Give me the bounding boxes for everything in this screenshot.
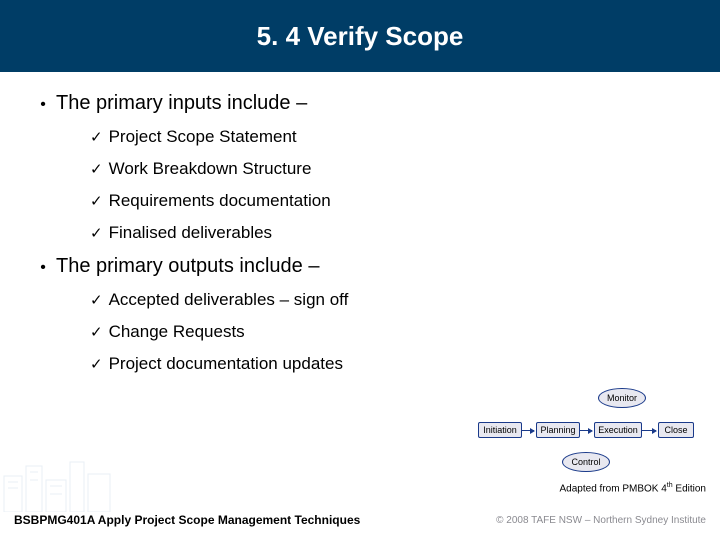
check-icon: ✓ xyxy=(90,323,103,341)
content-area: • The primary inputs include – ✓ Project… xyxy=(0,72,720,374)
node-initiation: Initiation xyxy=(478,422,522,438)
arrow-icon xyxy=(522,430,534,431)
node-close: Close xyxy=(658,422,694,438)
check-icon: ✓ xyxy=(90,355,103,373)
bullet-icon: • xyxy=(30,96,56,114)
check-icon: ✓ xyxy=(90,224,103,242)
output-item: ✓ Accepted deliverables – sign off xyxy=(90,290,690,310)
arrow-icon xyxy=(642,430,656,431)
slide-title: 5. 4 Verify Scope xyxy=(257,21,464,52)
check-icon: ✓ xyxy=(90,192,103,210)
input-item: ✓ Finalised deliverables xyxy=(90,223,690,243)
input-item: ✓ Requirements documentation xyxy=(90,191,690,211)
input-item: ✓ Project Scope Statement xyxy=(90,127,690,147)
check-icon: ✓ xyxy=(90,291,103,309)
node-planning: Planning xyxy=(536,422,580,438)
input-item-text: Project Scope Statement xyxy=(109,127,297,147)
check-icon: ✓ xyxy=(90,128,103,146)
footer-copyright: © 2008 TAFE NSW – Northern Sydney Instit… xyxy=(496,515,706,526)
check-icon: ✓ xyxy=(90,160,103,178)
title-bar: 5. 4 Verify Scope xyxy=(0,0,720,72)
output-item-text: Change Requests xyxy=(109,322,245,342)
input-item-text: Requirements documentation xyxy=(109,191,331,211)
inputs-heading: • The primary inputs include – xyxy=(30,92,690,115)
arrow-icon xyxy=(580,430,592,431)
node-monitor: Monitor xyxy=(598,388,646,408)
output-item: ✓ Change Requests xyxy=(90,322,690,342)
input-item-text: Finalised deliverables xyxy=(109,223,272,243)
bullet-icon: • xyxy=(30,259,56,277)
footer-course-code: BSBPMG401A Apply Project Scope Managemen… xyxy=(14,513,360,527)
outputs-heading: • The primary outputs include – xyxy=(30,255,690,278)
footer: BSBPMG401A Apply Project Scope Managemen… xyxy=(0,500,720,540)
inputs-heading-text: The primary inputs include – xyxy=(56,92,307,115)
input-item-text: Work Breakdown Structure xyxy=(109,159,312,179)
node-control: Control xyxy=(562,452,610,472)
output-item-text: Project documentation updates xyxy=(109,354,343,374)
input-item: ✓ Work Breakdown Structure xyxy=(90,159,690,179)
outputs-heading-text: The primary outputs include – xyxy=(56,255,319,278)
output-item: ✓ Project documentation updates xyxy=(90,354,690,374)
process-diagram: Monitor Initiation Planning Execution Cl… xyxy=(478,388,708,478)
source-attribution: Adapted from PMBOK 4th Edition xyxy=(560,482,706,494)
node-execution: Execution xyxy=(594,422,642,438)
output-item-text: Accepted deliverables – sign off xyxy=(109,290,349,310)
